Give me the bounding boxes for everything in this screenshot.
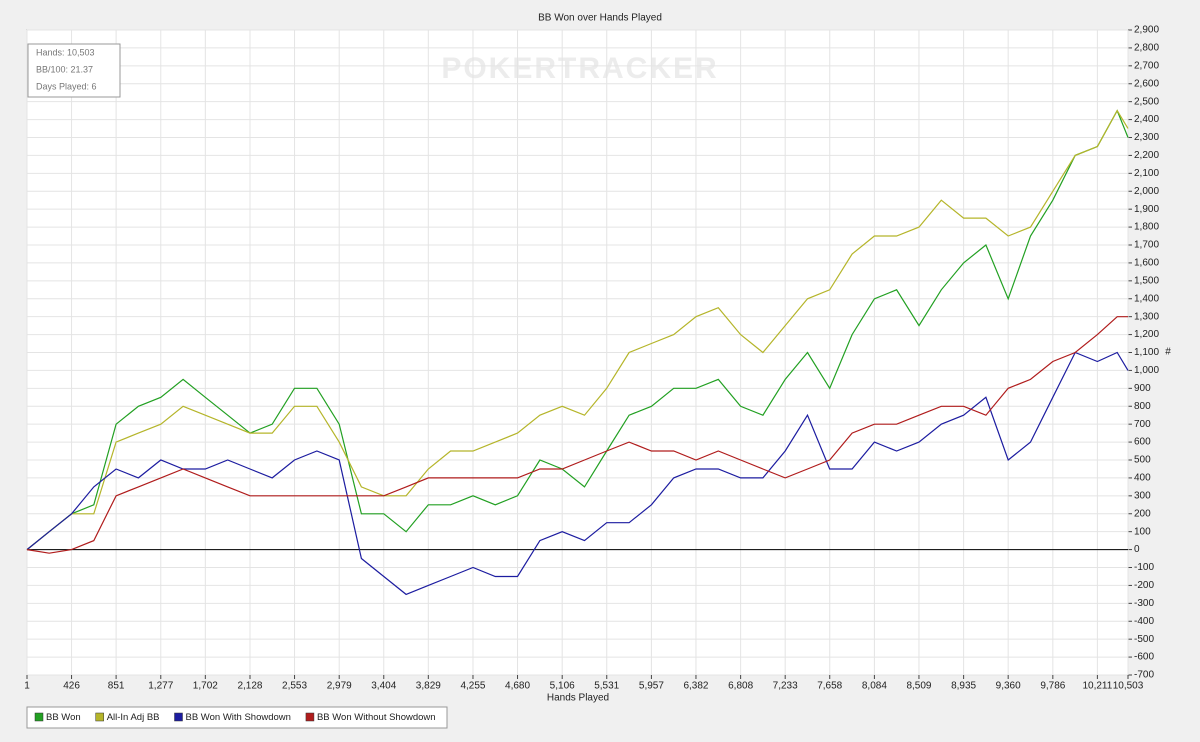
x-tick-label: 8,084 (862, 681, 887, 692)
y-tick-label: 0 (1134, 544, 1140, 555)
x-tick-label: 7,658 (817, 681, 842, 692)
y-tick-label: 2,800 (1134, 43, 1159, 54)
y-tick-label: 1,300 (1134, 311, 1159, 322)
x-tick-label: 8,509 (906, 681, 931, 692)
series-line (26, 316, 1128, 554)
legend-label: BB Won Without Showdown (317, 712, 436, 723)
y-tick-label: 500 (1134, 455, 1151, 466)
x-tick-label: 3,829 (416, 681, 441, 692)
stats-text: BB/100: 21.37 (36, 64, 93, 74)
x-tick-label: 10,211 (1082, 681, 1112, 692)
y-tick-label: -300 (1134, 598, 1154, 609)
x-tick-label: 1,277 (148, 681, 173, 692)
x-tick-label: 7,233 (773, 681, 798, 692)
x-tick-label: 6,808 (728, 681, 753, 692)
x-tick-label: 9,360 (996, 681, 1021, 692)
legend-swatch (174, 712, 183, 722)
legend-swatch (305, 712, 315, 722)
y-tick-label: 900 (1134, 383, 1151, 394)
x-tick-label: 9,786 (1040, 681, 1065, 692)
x-tick-label: 2,128 (237, 681, 262, 692)
y-tick-label: 1,000 (1134, 365, 1159, 376)
x-tick-label: 3,404 (371, 681, 396, 692)
y-tick-label: -600 (1134, 652, 1154, 663)
y-tick-label: 2,500 (1134, 96, 1159, 107)
stats-text: Days Played: 6 (36, 81, 97, 91)
legend-label: BB Won With Showdown (186, 712, 291, 723)
watermark: POKERTRACKER (441, 52, 718, 85)
chart-title: BB Won over Hands Played (538, 13, 662, 24)
y-tick-label: 100 (1134, 526, 1151, 537)
x-tick-label: 5,957 (639, 681, 664, 692)
y-tick-label: 400 (1134, 473, 1151, 484)
y-tick-label: 1,600 (1134, 258, 1159, 269)
y-tick-label: -400 (1134, 616, 1154, 627)
y-axis-label: # (1165, 347, 1171, 358)
legend-swatch (34, 712, 44, 722)
y-tick-label: 1,200 (1134, 329, 1159, 340)
y-tick-label: 1,400 (1134, 293, 1159, 304)
y-tick-label: -200 (1134, 580, 1154, 591)
y-tick-label: 2,200 (1134, 150, 1159, 161)
y-tick-label: 2,100 (1134, 168, 1159, 179)
y-tick-label: 1,800 (1134, 222, 1159, 233)
y-tick-label: 2,600 (1134, 78, 1159, 89)
x-axis-label: Hands Played (547, 693, 609, 704)
x-tick-label: 1,702 (193, 681, 218, 692)
y-tick-label: 2,900 (1134, 25, 1159, 36)
y-tick-label: 1,100 (1134, 347, 1159, 358)
y-tick-label: 1,700 (1134, 240, 1159, 251)
series-line (26, 351, 1129, 596)
y-tick-label: 200 (1134, 508, 1151, 519)
y-tick-label: 800 (1134, 401, 1151, 412)
y-tick-label: 2,400 (1134, 114, 1159, 125)
stats-box (27, 43, 121, 98)
series-line (26, 109, 1129, 551)
x-tick-label: 2,979 (327, 681, 352, 692)
x-tick-label: 4,255 (460, 681, 485, 692)
series-line (26, 109, 1129, 551)
x-tick-label: 5,531 (594, 681, 619, 692)
y-tick-label: 700 (1134, 419, 1151, 430)
y-tick-label: -700 (1134, 670, 1154, 681)
y-tick-label: 600 (1134, 437, 1151, 448)
x-tick-label: 426 (63, 681, 80, 692)
x-tick-label: 4,680 (505, 681, 530, 692)
y-tick-label: 2,300 (1134, 132, 1159, 143)
x-tick-label: 1 (24, 681, 30, 692)
y-tick-label: 300 (1134, 490, 1151, 501)
y-tick-label: -500 (1134, 634, 1154, 645)
x-tick-label: 10,503 (1113, 681, 1144, 692)
x-tick-label: 8,935 (951, 681, 976, 692)
legend-label: BB Won (46, 712, 81, 723)
legend-label: All-In Adj BB (107, 712, 160, 723)
y-tick-label: 1,900 (1134, 204, 1159, 215)
x-tick-label: 851 (108, 681, 125, 692)
y-tick-label: 2,700 (1134, 60, 1159, 71)
legend-swatch (95, 712, 104, 722)
stats-text: Hands: 10,503 (36, 47, 95, 57)
x-tick-label: 5,106 (550, 681, 575, 692)
y-tick-label: 2,000 (1134, 186, 1159, 197)
x-tick-label: 2,553 (282, 681, 307, 692)
y-tick-label: 1,500 (1134, 275, 1159, 286)
legend-box (26, 706, 448, 729)
y-tick-label: -100 (1134, 562, 1154, 573)
x-tick-label: 6,382 (683, 681, 708, 692)
